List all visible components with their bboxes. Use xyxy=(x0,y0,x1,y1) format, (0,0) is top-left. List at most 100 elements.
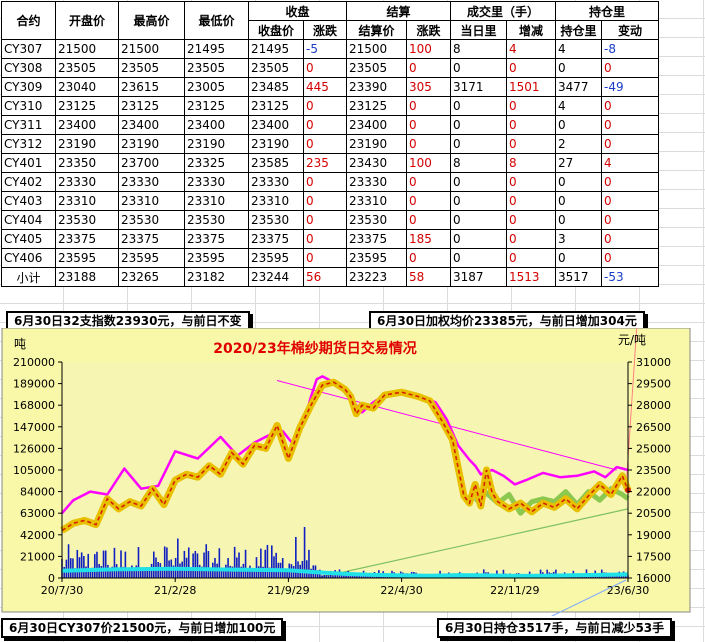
cell-day-volume: 0 xyxy=(450,191,507,211)
cell-high: 23265 xyxy=(118,267,185,287)
volume-bar xyxy=(222,567,225,578)
cell-low: 23325 xyxy=(184,153,249,173)
cell-open: 23310 xyxy=(55,191,119,211)
cell-low: 23005 xyxy=(184,77,249,97)
volume-bar xyxy=(118,567,120,578)
right-tick-label: 29500 xyxy=(636,378,671,391)
cell-high: 23505 xyxy=(118,58,185,78)
cell-close-price: 23244 xyxy=(248,267,304,287)
settle-price-line xyxy=(60,378,632,534)
volume-bar xyxy=(96,551,98,578)
left-tick-label: 105000 xyxy=(13,464,55,477)
volume-bar xyxy=(100,566,103,578)
header-volume-group: 成交里（手） xyxy=(450,1,556,21)
cell-oi-change: -8 xyxy=(601,39,659,59)
cell-close-change: 0 xyxy=(303,191,347,211)
volume-bar xyxy=(207,551,210,578)
volume-bar xyxy=(67,544,70,578)
cell-settle-change: 0 xyxy=(406,210,451,230)
x-tick-label: 21/9/29 xyxy=(267,584,309,597)
cell-low: 23595 xyxy=(184,248,249,268)
futures-chart: 0 21000 42000 63000 84000 105000 126000 147000 1… xyxy=(1,328,691,616)
cell-settle-price: 23330 xyxy=(346,172,407,192)
cell-volume-change: 0 xyxy=(506,58,556,78)
cell-open: 23400 xyxy=(55,115,119,135)
x-tick-label: 23/6/30 xyxy=(607,584,649,597)
header-close-change: 涨跌 xyxy=(303,20,347,40)
cell-settle-change: 100 xyxy=(406,39,451,59)
cell-low: 23310 xyxy=(184,191,249,211)
header-settle-group: 结算 xyxy=(346,1,451,21)
volume-bar xyxy=(273,556,275,578)
volume-bar xyxy=(240,566,242,578)
volume-bar xyxy=(266,544,269,578)
right-tick-label: 28000 xyxy=(636,399,671,412)
volume-bar xyxy=(69,558,72,578)
cell-low: 23182 xyxy=(184,267,249,287)
volume-bar xyxy=(251,568,253,578)
cell-contract: CY404 xyxy=(1,210,56,230)
volume-bar xyxy=(161,567,164,578)
cell-settle-change: 100 xyxy=(406,153,451,173)
volume-bar xyxy=(220,568,223,578)
cell-open-interest: 4 xyxy=(555,96,602,116)
left-tick-label: 0 xyxy=(48,572,55,585)
cell-day-volume: 0 xyxy=(450,115,507,135)
cell-volume-change: 0 xyxy=(506,229,556,249)
volume-bar xyxy=(183,550,186,578)
table-row: CY312 23190 23190 23190 23190 0 23190 0 0 0 2 0 xyxy=(1,134,659,154)
cell-high: 23615 xyxy=(118,77,185,97)
x-tick-label: 22/11/29 xyxy=(490,584,539,597)
cell-contract: CY310 xyxy=(1,96,56,116)
cell-close-price: 23530 xyxy=(248,210,304,230)
volume-bar xyxy=(187,547,190,578)
cell-high: 23190 xyxy=(118,134,185,154)
volume-bar xyxy=(349,575,352,578)
table-row: 小计 23188 23265 23182 23244 56 23223 58 3187 1513 3… xyxy=(1,267,659,287)
right-tick-label: 17500 xyxy=(636,550,671,563)
cell-volume-change: 0 xyxy=(506,115,556,135)
cell-open-interest: 0 xyxy=(555,191,602,211)
cell-oi-change: 0 xyxy=(601,134,659,154)
volume-bar xyxy=(238,552,240,578)
cell-close-change: 0 xyxy=(303,210,347,230)
cell-day-volume: 3187 xyxy=(450,267,507,287)
cell-contract: CY405 xyxy=(1,229,56,249)
cell-settle-change: 0 xyxy=(406,248,451,268)
volume-bar xyxy=(233,546,236,578)
cell-open: 23125 xyxy=(55,96,119,116)
volume-bar xyxy=(205,544,208,578)
volume-bar xyxy=(144,568,146,578)
cell-open-interest: 3 xyxy=(555,229,602,249)
right-tick-label: 20500 xyxy=(636,507,671,520)
cell-settle-price: 23125 xyxy=(346,96,407,116)
cell-close-change: -5 xyxy=(303,39,347,59)
cell-day-volume: 0 xyxy=(450,248,507,268)
cell-oi-change: 0 xyxy=(601,191,659,211)
table-row: CY405 23375 23375 23375 23375 0 23375 185 0 0 3 0 xyxy=(1,229,659,249)
cell-open: 23330 xyxy=(55,172,119,192)
volume-bar xyxy=(367,575,369,578)
cell-contract: 小计 xyxy=(1,267,56,287)
cell-open: 23040 xyxy=(55,77,119,97)
volume-bar xyxy=(131,565,133,578)
volume-bar xyxy=(209,568,212,578)
cell-day-volume: 0 xyxy=(450,172,507,192)
cell-close-change: 56 xyxy=(303,267,347,287)
table-row: CY402 23330 23330 23330 23330 0 23330 0 0 0 0 0 xyxy=(1,172,659,192)
cell-oi-change: 4 xyxy=(601,153,659,173)
volume-bar xyxy=(260,548,262,578)
volume-bar xyxy=(231,566,234,578)
volume-bar xyxy=(616,575,618,578)
volume-bar xyxy=(102,550,105,578)
cell-open: 23188 xyxy=(55,267,119,287)
cell-volume-change: 4 xyxy=(506,39,556,59)
volume-bar xyxy=(257,566,260,578)
cell-close-change: 235 xyxy=(303,153,347,173)
volume-bar xyxy=(264,549,267,578)
cell-settle-change: 0 xyxy=(406,134,451,154)
cell-high: 23530 xyxy=(118,210,185,230)
cell-close-change: 0 xyxy=(303,96,347,116)
volume-bar xyxy=(286,568,288,578)
cell-oi-change: 0 xyxy=(601,248,659,268)
